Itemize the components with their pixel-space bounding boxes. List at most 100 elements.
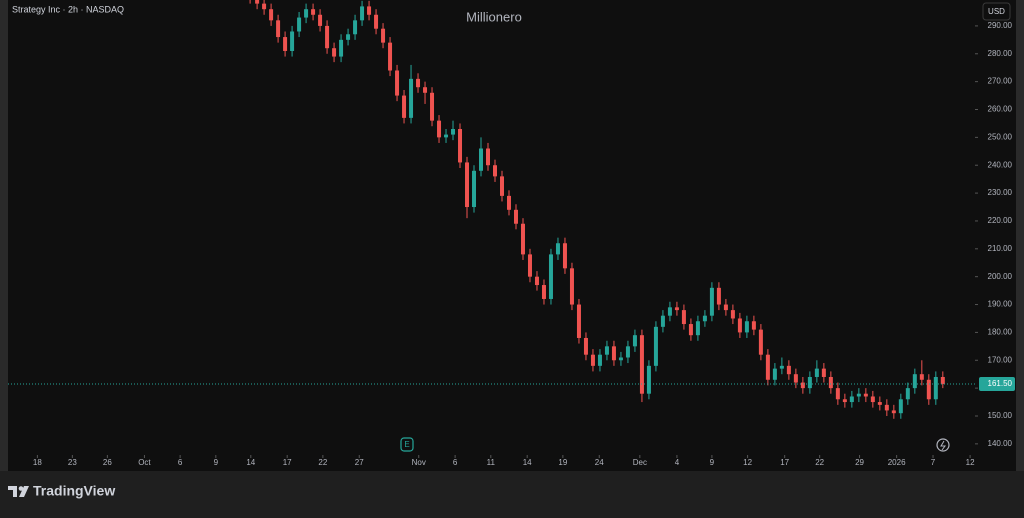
candle-body xyxy=(660,315,665,327)
candle-body xyxy=(465,162,470,208)
candle-body xyxy=(597,354,602,366)
candle-body xyxy=(877,402,882,405)
currency[interactable]: USD xyxy=(988,7,1005,16)
event-marker[interactable]: E xyxy=(400,437,414,452)
candle-body xyxy=(290,31,295,51)
candle-body xyxy=(709,287,714,316)
brand-name: TradingView xyxy=(33,483,115,499)
y-tick-label: 190.00 xyxy=(988,300,1013,309)
last-price-box xyxy=(979,376,1015,391)
dividend-marker[interactable] xyxy=(936,438,950,452)
candle-body xyxy=(472,170,477,208)
currency-box[interactable] xyxy=(982,2,1011,21)
candle-body xyxy=(919,374,924,380)
candle-body xyxy=(430,92,435,121)
candle-body xyxy=(297,17,302,32)
brand-logo: TradingView xyxy=(8,483,115,499)
candle-body xyxy=(737,318,742,333)
candle-body xyxy=(381,28,386,43)
candle-body xyxy=(590,354,595,366)
candle-body xyxy=(283,37,288,51)
candle-body xyxy=(513,209,518,224)
candle-body xyxy=(360,6,365,21)
brand-mark-dot xyxy=(18,486,24,491)
candle-body xyxy=(912,374,917,389)
y-tick-label: 270.00 xyxy=(988,77,1013,86)
y-tick-label: 230.00 xyxy=(988,188,1013,197)
y-tick-label: 180.00 xyxy=(988,328,1013,337)
candle-body xyxy=(269,9,274,21)
candle-body xyxy=(374,14,379,29)
y-tick-label: 250.00 xyxy=(988,132,1013,141)
candle-body xyxy=(681,310,686,325)
x-tick-label: 6 xyxy=(178,458,183,467)
candles xyxy=(249,0,945,419)
candle-body xyxy=(793,374,798,383)
x-tick-label: 12 xyxy=(966,458,975,467)
candle-body xyxy=(339,39,344,57)
candle-body xyxy=(723,304,728,311)
candle-body xyxy=(814,368,819,377)
candle-body xyxy=(821,368,826,377)
candle-body xyxy=(395,70,400,96)
candle-body xyxy=(437,120,442,138)
x-tick-label: 6 xyxy=(453,458,458,467)
y-tick-label: 200.00 xyxy=(988,272,1013,281)
x-tick-label: 19 xyxy=(558,458,567,467)
candle-body xyxy=(486,148,491,166)
candle-body xyxy=(562,243,567,269)
earnings-icon[interactable] xyxy=(400,437,414,452)
candle-body xyxy=(311,9,316,15)
candle-body xyxy=(702,315,707,322)
candle-body xyxy=(506,195,511,210)
y-tick-label: 210.00 xyxy=(988,244,1013,253)
candle-body xyxy=(332,48,337,57)
candle-body xyxy=(898,399,903,414)
candle-body xyxy=(849,396,854,403)
candle-body xyxy=(255,0,260,4)
x-tick-label: 24 xyxy=(595,458,604,467)
x-tick-label: 4 xyxy=(675,458,680,467)
candle-body xyxy=(765,354,770,380)
y-tick-label: 220.00 xyxy=(988,216,1013,225)
x-tick-label: 22 xyxy=(815,458,824,467)
candle-body xyxy=(884,404,889,411)
split-icon[interactable] xyxy=(936,438,950,452)
candle-body xyxy=(716,287,721,305)
candle-body xyxy=(891,410,896,414)
candle-body xyxy=(758,329,763,355)
candle-body xyxy=(842,399,847,403)
candle-body xyxy=(576,304,581,338)
x-tick-label: Oct xyxy=(138,458,151,467)
candle-body xyxy=(646,365,651,394)
candle-body xyxy=(520,223,525,255)
candle-body xyxy=(800,382,805,389)
y-tick-label: 290.00 xyxy=(988,21,1013,30)
candle-body xyxy=(458,129,463,163)
candle-body xyxy=(835,388,840,400)
candle-body xyxy=(318,14,323,26)
candle-body xyxy=(444,134,449,138)
candle-body xyxy=(807,376,812,389)
x-tick-label: 12 xyxy=(743,458,752,467)
x-tick-label: Nov xyxy=(412,458,426,467)
candle-body xyxy=(367,6,372,15)
y-tick-label: 260.00 xyxy=(988,105,1013,114)
y-tick-label: 170.00 xyxy=(988,355,1013,364)
candle-body xyxy=(388,42,393,71)
candle-body xyxy=(479,148,484,171)
candle-body xyxy=(548,254,553,299)
candle-body xyxy=(353,20,358,35)
candle-body xyxy=(786,365,791,375)
candle-body xyxy=(262,3,267,10)
x-tick-label: 2026 xyxy=(888,458,906,467)
x-tick-label: 9 xyxy=(214,458,219,467)
y-tick-label: 150.00 xyxy=(988,411,1013,420)
candle-body xyxy=(325,25,330,49)
candle-body xyxy=(604,346,609,355)
candle-body xyxy=(625,346,630,358)
chart: Strategy Inc · 2h · NASDAQ Millionero US… xyxy=(0,0,1024,471)
x-tick-label: Dec xyxy=(633,458,647,467)
candle-body xyxy=(304,9,309,18)
